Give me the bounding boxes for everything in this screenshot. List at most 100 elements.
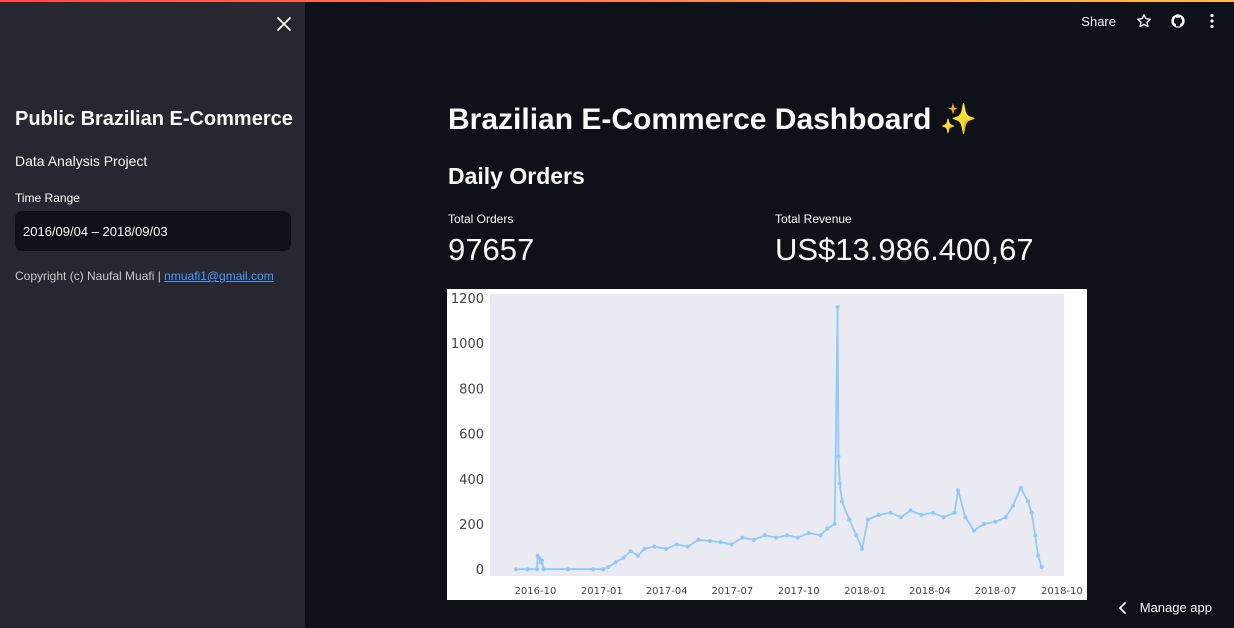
daily-orders-chart: 0 200 400 600 800 1000 1200 2016-10 2017-01 2017…	[447, 289, 1087, 600]
data-point-37	[837, 481, 842, 486]
data-point-20	[685, 544, 690, 549]
y-tick-label-0: 0	[476, 563, 484, 578]
x-tick-label-8: 2018-10	[1041, 586, 1083, 597]
data-point-17	[652, 544, 657, 549]
y-tick-label-3: 600	[459, 428, 484, 443]
data-point-9	[591, 567, 596, 572]
data-point-27	[762, 533, 767, 538]
data-point-36	[836, 454, 841, 459]
data-point-51	[956, 488, 961, 493]
data-point-0	[514, 567, 518, 572]
data-point-59	[1026, 499, 1030, 504]
close-sidebar-button[interactable]	[272, 12, 296, 36]
data-point-1	[525, 567, 530, 572]
data-point-50	[952, 510, 957, 515]
top-decoration-stripe	[0, 0, 1234, 2]
y-tick-label-5: 1000	[451, 337, 484, 352]
data-point-61	[1033, 533, 1038, 538]
sidebar-subtitle: Data Analysis Project	[15, 153, 148, 169]
data-point-6	[540, 558, 544, 563]
data-point-4	[537, 555, 542, 560]
time-range-value: 2016/09/04 – 2018/09/03	[23, 223, 168, 239]
data-point-62	[1036, 553, 1041, 558]
github-icon	[1171, 14, 1185, 28]
data-point-39	[847, 517, 852, 522]
x-tick-label-1: 2017-01	[581, 586, 623, 597]
data-point-58	[1018, 485, 1023, 490]
metric-label-total-orders: Total Orders	[448, 212, 514, 226]
github-button[interactable]	[1168, 11, 1188, 31]
x-tick-label-2: 2017-04	[646, 586, 688, 597]
sidebar: Public Brazilian E-Commerce Data Analysi…	[0, 2, 305, 628]
y-tick-label-6: 1200	[451, 292, 484, 307]
data-point-19	[674, 542, 679, 547]
data-point-48	[930, 510, 935, 515]
star-button[interactable]	[1134, 11, 1154, 31]
daily-orders-chart-svg: 0 200 400 600 800 1000 1200 2016-10 2017-01 2017…	[451, 292, 1083, 597]
data-point-40	[854, 533, 859, 538]
data-point-8	[565, 567, 570, 572]
data-point-34	[832, 522, 837, 526]
data-point-18	[664, 546, 668, 551]
chart-series	[514, 305, 1044, 572]
data-point-30	[796, 535, 800, 540]
copyright-label: Copyright (c) Naufal Muafi |	[15, 269, 165, 283]
metric-value-total-orders: 97657	[448, 232, 535, 267]
data-point-44	[888, 510, 893, 515]
time-range-input[interactable]: 2016/09/04 – 2018/09/03	[15, 211, 291, 251]
data-point-33	[825, 526, 830, 531]
manage-app-label: Manage app	[1139, 600, 1212, 615]
data-point-29	[785, 533, 790, 538]
page-title: Brazilian E-Commerce Dashboard ✨	[448, 103, 978, 136]
data-point-32	[818, 533, 823, 538]
kebab-menu-icon	[1210, 13, 1214, 29]
data-point-10	[601, 567, 606, 572]
data-point-7	[541, 567, 546, 572]
metric-value-total-revenue: US$13.986.400,67	[775, 232, 1034, 267]
copyright-text: Copyright (c) Naufal Muafi | nmuafi1@gma…	[15, 269, 274, 283]
email-link[interactable]: nmuafi1@gmail.com	[164, 269, 274, 283]
share-button[interactable]: Share	[1081, 13, 1116, 29]
series-line-0	[516, 306, 1043, 571]
data-point-53	[971, 528, 976, 533]
main-menu-button[interactable]	[1202, 11, 1222, 31]
data-point-47	[919, 513, 924, 517]
header-toolbar: Share	[1081, 11, 1222, 31]
x-tick-label-0: 2016-10	[515, 586, 557, 597]
data-point-60	[1029, 510, 1034, 515]
data-point-23	[718, 540, 723, 545]
x-tick-label-5: 2018-01	[844, 586, 886, 597]
star-icon	[1137, 14, 1151, 28]
y-tick-label-4: 800	[459, 382, 484, 397]
data-point-35	[835, 305, 840, 309]
data-point-31	[806, 531, 811, 536]
data-point-28	[774, 535, 779, 540]
data-point-55	[993, 519, 998, 524]
metric-label-total-revenue: Total Revenue	[775, 212, 852, 226]
data-point-49	[941, 515, 946, 520]
y-tick-labels: 0 200 400 600 800 1000 1200	[451, 292, 484, 578]
plot-area	[490, 294, 1064, 576]
chevron-left-icon	[1118, 601, 1126, 614]
data-point-15	[635, 553, 640, 558]
x-tick-labels: 2016-10 2017-01 2017-04 2017-07 2017-10 2018-…	[515, 586, 1083, 597]
data-point-13	[621, 555, 626, 560]
data-point-12	[613, 560, 618, 565]
data-point-21	[696, 537, 701, 542]
data-point-16	[642, 546, 647, 551]
sidebar-title: Public Brazilian E-Commerce	[15, 108, 293, 130]
data-point-57	[1010, 503, 1015, 508]
x-tick-label-7: 2018-07	[975, 586, 1017, 597]
x-tick-label-6: 2018-04	[909, 586, 951, 597]
data-point-25	[740, 535, 745, 540]
x-tick-label-3: 2017-07	[711, 586, 753, 597]
data-point-24	[729, 542, 734, 547]
data-point-43	[876, 513, 881, 517]
data-point-56	[1003, 515, 1008, 520]
manage-app-button[interactable]: Manage app	[1118, 600, 1212, 615]
time-range-label: Time Range	[15, 191, 80, 205]
y-tick-label-2: 400	[459, 473, 484, 488]
y-tick-label-1: 200	[459, 518, 484, 533]
section-title-daily-orders: Daily Orders	[448, 163, 585, 189]
close-icon	[277, 17, 291, 31]
